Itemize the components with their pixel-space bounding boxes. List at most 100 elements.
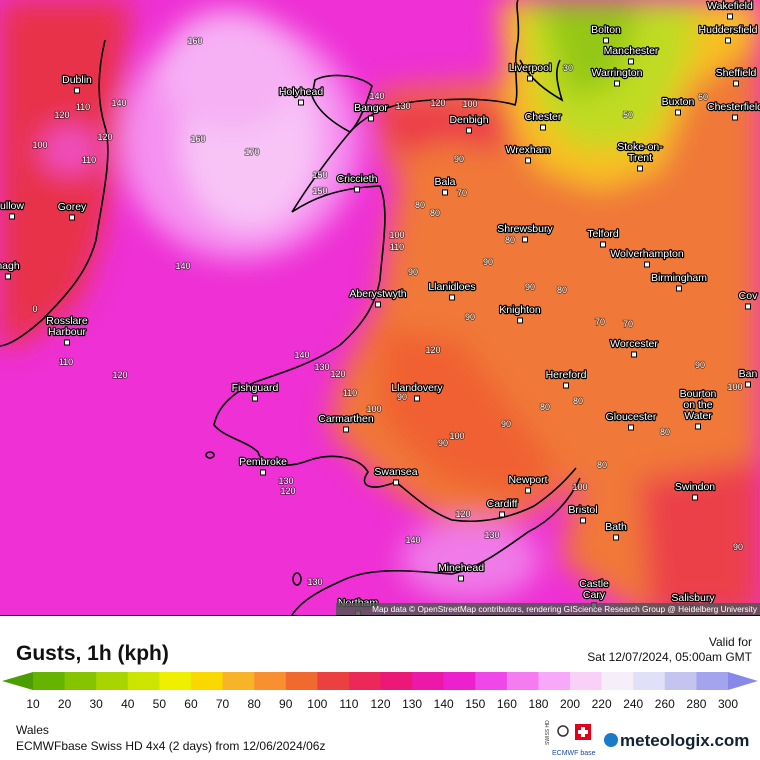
legend-tick-label: 80 xyxy=(247,697,261,711)
contour-label: 140 xyxy=(294,350,309,360)
place-label: Wakefield xyxy=(707,0,753,12)
place-marker xyxy=(5,273,11,280)
place-label: Holyhead xyxy=(279,86,324,98)
place-marker xyxy=(442,189,448,196)
attribution: Map data © OpenStreetMap contributors, r… xyxy=(372,604,758,614)
contour-label: 120 xyxy=(455,509,470,519)
legend-swatch xyxy=(285,672,318,690)
place-label: ullow xyxy=(0,200,24,212)
legend-tick-label: 70 xyxy=(216,697,230,711)
legend-tick-label: 150 xyxy=(465,697,485,711)
place-marker xyxy=(525,487,531,494)
contour-label: 100 xyxy=(727,382,742,392)
contour-label: 100 xyxy=(462,99,477,109)
legend-swatch xyxy=(317,672,350,690)
legend-swatch xyxy=(33,672,66,690)
legend-tick-label: 110 xyxy=(339,697,358,711)
legend-swatch xyxy=(506,672,539,690)
valid-time: Sat 12/07/2024, 05:00am GMT xyxy=(587,650,752,664)
legend-swatch xyxy=(127,672,160,690)
contour-label: 90 xyxy=(733,542,743,552)
contour-label: 90 xyxy=(465,312,475,322)
contour-label: 120 xyxy=(430,98,445,108)
contour-label: 160 xyxy=(190,134,205,144)
place-marker xyxy=(522,236,528,243)
place-label: Bolton xyxy=(591,24,621,36)
place-label: Shrewsbury xyxy=(497,223,553,235)
legend-swatch xyxy=(64,672,97,690)
place-label: Huddersfield xyxy=(699,24,758,36)
contour-label: 90 xyxy=(454,154,464,164)
place-marker xyxy=(676,285,682,292)
place-label: Newport xyxy=(508,474,547,486)
contour-label: 90 xyxy=(397,392,407,402)
contour-label: 130 xyxy=(307,577,322,587)
contour-label: 120 xyxy=(330,369,345,379)
place-marker xyxy=(563,382,569,389)
place-label: Gorey xyxy=(58,201,87,213)
legend-swatch xyxy=(633,672,666,690)
place-label: Llanidloes xyxy=(428,281,475,293)
legend-tick-label: 180 xyxy=(528,697,548,711)
place-label: Telford xyxy=(587,228,619,240)
legend-tick-label: 60 xyxy=(184,697,198,711)
place-marker xyxy=(628,424,634,431)
place-label: Warrington xyxy=(592,67,643,79)
place-label: Harbour xyxy=(48,326,86,338)
place-marker xyxy=(637,165,643,172)
contour-label: 100 xyxy=(32,140,47,150)
place-label: Bala xyxy=(434,176,455,188)
contour-label: 170 xyxy=(244,147,259,157)
contour-label: 140 xyxy=(175,261,190,271)
contour-label: 80 xyxy=(430,208,440,218)
place-marker xyxy=(517,317,523,324)
contour-label: 120 xyxy=(425,345,440,355)
legend-tick-label: 280 xyxy=(686,697,706,711)
place-marker xyxy=(64,339,70,346)
place-marker xyxy=(74,87,80,94)
place-label: Bourton xyxy=(680,388,717,400)
legend-arrow-high xyxy=(728,672,758,690)
place-label: Wrexham xyxy=(506,144,551,156)
legend-swatch xyxy=(190,672,224,690)
contour-label: 80 xyxy=(573,396,583,406)
legend-swatch xyxy=(570,672,603,690)
place-marker xyxy=(675,109,681,116)
contour-label: 120 xyxy=(280,486,295,496)
place-marker xyxy=(69,214,75,221)
contour-label: 110 xyxy=(82,155,96,165)
legend-swatch xyxy=(159,672,192,690)
legend-arrow-low xyxy=(2,672,33,690)
place-marker xyxy=(458,575,464,582)
place-marker xyxy=(354,186,360,193)
place-label: Aberystwyth xyxy=(349,288,406,300)
legend-swatch xyxy=(538,672,571,690)
place-label: Swansea xyxy=(374,466,417,478)
place-marker xyxy=(525,157,531,164)
legend-tick-label: 130 xyxy=(402,697,422,711)
place-label: on the xyxy=(683,399,712,411)
contour-label: 110 xyxy=(343,388,357,398)
place-label: Sheffield xyxy=(716,67,757,79)
legend-swatch xyxy=(412,672,445,690)
contour-label: 80 xyxy=(540,402,550,412)
contour-label: 130 xyxy=(278,476,293,486)
contour-label: 130 xyxy=(314,362,329,372)
place-label: Chester xyxy=(525,111,562,123)
valid-label: Valid for xyxy=(709,635,752,649)
place-label: Bangor xyxy=(354,102,388,114)
legend-swatch xyxy=(380,672,413,690)
place-marker xyxy=(745,303,751,310)
place-label: Manchester xyxy=(604,45,659,57)
place-marker xyxy=(600,241,606,248)
legend-tick-label: 160 xyxy=(497,697,517,711)
place-marker xyxy=(414,395,420,402)
contour-label: 140 xyxy=(111,98,126,108)
logo-bottom: ECMWF base xyxy=(552,750,596,757)
contour-label: 90 xyxy=(438,438,448,448)
contour-label: 100 xyxy=(572,482,587,492)
contour-label: 90 xyxy=(483,257,493,267)
place-label: Wolverhampton xyxy=(610,248,684,260)
place-label: Castle xyxy=(579,578,609,590)
